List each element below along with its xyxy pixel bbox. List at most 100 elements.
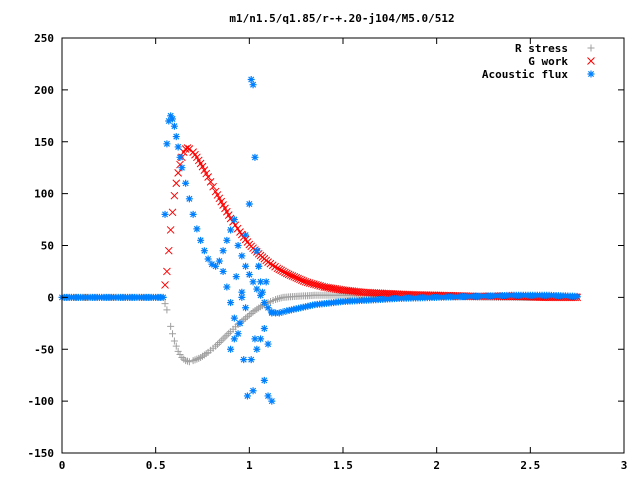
data-point bbox=[227, 226, 235, 234]
x-tick-label: 0.5 bbox=[146, 459, 166, 472]
data-point bbox=[249, 81, 257, 89]
x-tick-label: 1 bbox=[246, 459, 253, 472]
data-point bbox=[227, 345, 235, 353]
y-tick-label: 50 bbox=[41, 240, 54, 253]
data-point bbox=[238, 252, 246, 260]
data-point bbox=[161, 281, 169, 289]
data-point bbox=[253, 247, 261, 255]
y-tick-label: 0 bbox=[47, 291, 54, 304]
data-point bbox=[193, 225, 201, 233]
y-tick-label: -100 bbox=[28, 395, 55, 408]
data-point bbox=[232, 273, 240, 281]
data-point bbox=[251, 153, 259, 161]
data-point bbox=[294, 274, 302, 283]
data-point bbox=[223, 331, 231, 339]
data-point bbox=[163, 140, 171, 148]
data-point bbox=[169, 330, 177, 338]
x-tick-label: 0 bbox=[59, 459, 66, 472]
data-point bbox=[217, 337, 225, 345]
x-tick-label: 2 bbox=[433, 459, 440, 472]
y-tick-label: 200 bbox=[34, 84, 54, 97]
x-tick-label: 3 bbox=[621, 459, 628, 472]
data-point bbox=[174, 169, 183, 177]
data-point bbox=[225, 329, 233, 337]
data-point bbox=[264, 304, 272, 312]
y-tick-label: 250 bbox=[34, 32, 54, 45]
data-point bbox=[573, 292, 581, 300]
data-point bbox=[251, 335, 259, 343]
data-point bbox=[185, 195, 193, 203]
data-point bbox=[212, 262, 220, 270]
data-point bbox=[185, 358, 193, 366]
plot-frame bbox=[61, 37, 625, 454]
data-point bbox=[215, 339, 223, 347]
data-point bbox=[176, 153, 184, 161]
data-point bbox=[174, 347, 182, 355]
data-point bbox=[234, 330, 242, 338]
data-point bbox=[174, 143, 182, 151]
y-tick-label: -150 bbox=[28, 447, 55, 460]
data-point bbox=[161, 210, 169, 218]
data-point bbox=[213, 340, 221, 348]
data-point bbox=[200, 247, 208, 255]
data-point bbox=[167, 322, 175, 330]
data-point bbox=[245, 311, 253, 319]
data-point bbox=[258, 288, 266, 296]
data-point bbox=[281, 268, 289, 277]
data-point bbox=[166, 226, 175, 234]
data-point bbox=[275, 265, 284, 274]
data-point bbox=[242, 262, 250, 270]
y-tick-label: 150 bbox=[34, 136, 54, 149]
data-point bbox=[178, 354, 186, 362]
data-point bbox=[172, 342, 180, 350]
data-point bbox=[161, 300, 169, 308]
legend-label: R stress bbox=[515, 42, 568, 55]
data-point bbox=[288, 272, 297, 280]
series-g-work bbox=[161, 144, 582, 302]
data-point bbox=[163, 306, 171, 314]
plot-area bbox=[58, 76, 582, 405]
data-point bbox=[292, 273, 301, 282]
data-point bbox=[273, 295, 281, 303]
data-point bbox=[164, 246, 173, 255]
data-point bbox=[279, 308, 287, 316]
data-point bbox=[245, 200, 253, 208]
data-point bbox=[268, 397, 276, 405]
data-point bbox=[264, 340, 272, 348]
data-point bbox=[230, 314, 238, 322]
data-point bbox=[264, 392, 272, 400]
data-point bbox=[255, 262, 263, 270]
data-point bbox=[275, 294, 283, 302]
data-point bbox=[178, 164, 186, 172]
data-point bbox=[209, 182, 217, 191]
data-point bbox=[247, 76, 255, 83]
data-point bbox=[223, 236, 231, 244]
legend-marker bbox=[587, 44, 595, 52]
y-axis: -150 -100 -50 0 50 100 150 200 250 bbox=[28, 32, 624, 460]
legend-marker bbox=[587, 57, 595, 65]
data-point bbox=[257, 291, 265, 299]
data-point bbox=[296, 275, 304, 284]
data-point bbox=[233, 224, 242, 233]
data-point bbox=[275, 309, 283, 317]
data-point bbox=[286, 271, 295, 280]
data-point bbox=[176, 350, 184, 358]
x-tick-label: 2.5 bbox=[520, 459, 540, 472]
data-point bbox=[223, 283, 231, 291]
legend-label: Acoustic flux bbox=[482, 68, 568, 81]
data-point bbox=[257, 278, 265, 286]
x-axis: 0 0.5 1 1.5 2 2.5 3 bbox=[59, 38, 628, 472]
data-point bbox=[219, 267, 227, 275]
data-point bbox=[172, 179, 181, 188]
data-point bbox=[204, 173, 212, 181]
data-point bbox=[268, 309, 276, 317]
data-point bbox=[245, 271, 253, 279]
y-tick-label: 100 bbox=[34, 188, 54, 201]
data-point bbox=[170, 191, 179, 200]
chart-title: m1/n1.5/q1.85/r-+.20-j104/M5.0/512 bbox=[229, 12, 454, 25]
data-point bbox=[273, 264, 282, 273]
data-point bbox=[243, 313, 251, 321]
data-point bbox=[182, 357, 190, 365]
data-point bbox=[165, 117, 173, 125]
